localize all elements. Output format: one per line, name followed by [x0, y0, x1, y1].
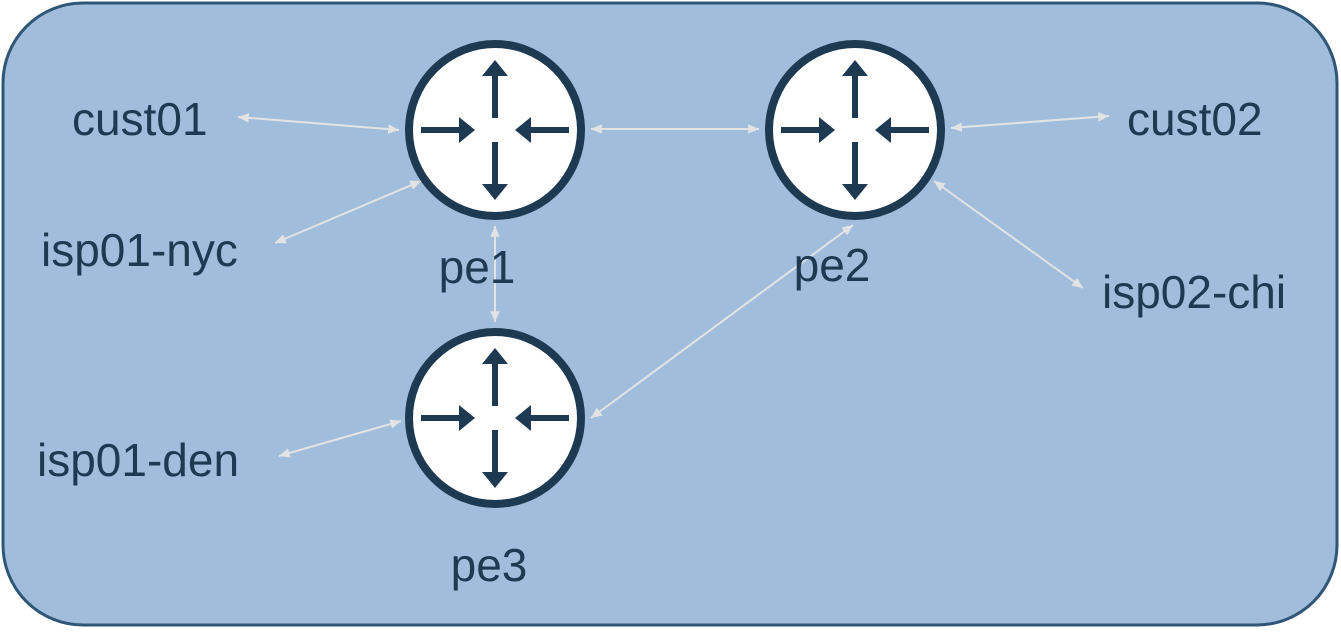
- link-pe2-pe3: [590, 224, 854, 419]
- link-isp01-nyc-pe1: [274, 180, 422, 244]
- router-icon: [405, 328, 585, 508]
- router-label-pe2: pe2: [794, 239, 871, 291]
- endpoint-label-cust01: cust01: [72, 93, 208, 145]
- router-label-pe3: pe3: [451, 539, 528, 591]
- router-pe3[interactable]: [405, 328, 585, 508]
- endpoint-label-isp02-chi: isp02-chi: [1102, 266, 1286, 318]
- router-pe2[interactable]: [765, 40, 945, 220]
- router-label-pe1: pe1: [439, 241, 516, 293]
- link-cust01-pe1: [237, 113, 400, 134]
- link-pe2-cust02: [950, 112, 1110, 132]
- link-pe2-isp02-chi: [933, 180, 1084, 289]
- links-layer: [237, 112, 1110, 458]
- endpoint-label-isp01-nyc: isp01-nyc: [41, 224, 238, 276]
- endpoint-label-cust02: cust02: [1127, 93, 1263, 145]
- router-icon: [405, 40, 585, 220]
- link-isp01-den-pe3: [278, 419, 402, 458]
- router-pe1[interactable]: [405, 40, 585, 220]
- endpoint-label-isp01-den: isp01-den: [37, 434, 239, 486]
- router-icon: [765, 40, 945, 220]
